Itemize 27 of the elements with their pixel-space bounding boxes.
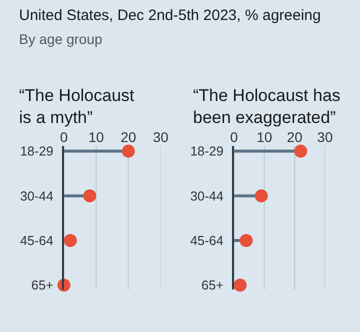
point [240, 234, 253, 247]
y-tick-label: 18-29 [20, 144, 54, 159]
y-tick-label: 30-44 [20, 188, 54, 204]
chart-title: “The Holocaust has been exaggerated” [193, 86, 340, 128]
x-tick-label: 20 [286, 129, 303, 145]
y-tick-label: 45-64 [20, 233, 54, 248]
point [234, 278, 247, 292]
x-tick-label: 0 [230, 129, 238, 145]
x-tick-label: 30 [152, 129, 169, 145]
x-tick-label: 0 [60, 129, 68, 145]
x-tick-label: 10 [256, 129, 272, 145]
point [64, 234, 77, 247]
x-tick-label: 10 [88, 129, 104, 145]
x-tick-label: 30 [317, 129, 333, 145]
y-tick-label: 18-29 [190, 144, 224, 159]
point [294, 144, 308, 158]
point [122, 144, 135, 158]
y-tick-label: 65+ [201, 278, 224, 293]
text: United States, Dec 2nd-5th 2023, % agreeing [19, 7, 321, 24]
y-tick-label: 45-64 [190, 233, 224, 248]
x-tick-label: 20 [120, 129, 136, 145]
text: By age group [19, 31, 102, 47]
y-tick-label: 65+ [31, 278, 54, 293]
y-tick-label: 30-44 [190, 188, 224, 204]
point [83, 189, 96, 202]
point [254, 189, 268, 202]
chart-title: “The Holocaust is a myth” [19, 86, 135, 128]
